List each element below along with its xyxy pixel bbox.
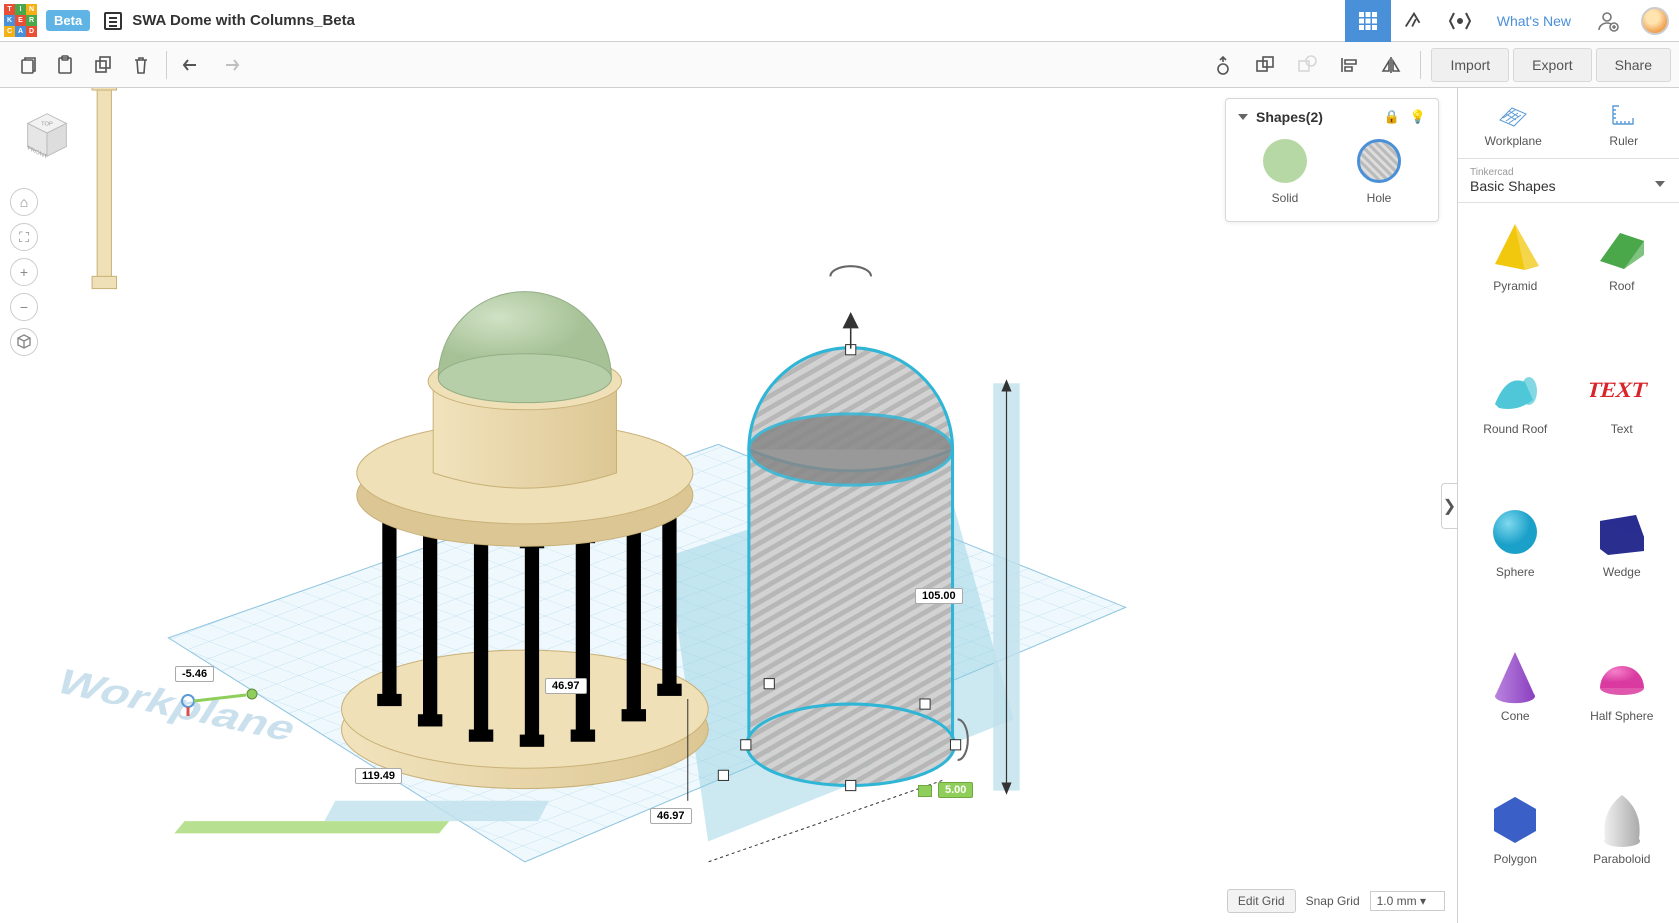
shapes-inspector-panel: Shapes(2) 🔒 💡 Solid Hole bbox=[1225, 98, 1439, 222]
bricks-mode-button[interactable] bbox=[1391, 0, 1437, 42]
import-button[interactable]: Import bbox=[1431, 48, 1509, 82]
axis-gizmo[interactable] bbox=[170, 684, 270, 718]
shape-polygon[interactable]: Polygon bbox=[1464, 786, 1567, 913]
axis-marker[interactable] bbox=[918, 785, 932, 797]
dim-offset-neg[interactable]: -5.46 bbox=[175, 666, 214, 682]
dim-width-bottom[interactable]: 46.97 bbox=[650, 808, 692, 824]
design-icon bbox=[104, 12, 122, 30]
dim-width-top[interactable]: 46.97 bbox=[545, 678, 587, 694]
project-title[interactable]: SWA Dome with Columns_Beta bbox=[132, 12, 355, 29]
topbar: TINKERCAD Beta SWA Dome with Columns_Bet… bbox=[0, 0, 1679, 42]
collapse-icon[interactable] bbox=[1238, 114, 1248, 120]
shape-sphere[interactable]: Sphere bbox=[1464, 499, 1567, 626]
shape-wedge[interactable]: Wedge bbox=[1571, 499, 1674, 626]
snap-grid-label: Snap Grid bbox=[1306, 894, 1360, 908]
dim-offset-x[interactable]: 119.49 bbox=[355, 768, 402, 784]
shape-roof[interactable]: Roof bbox=[1571, 213, 1674, 340]
ruler-icon bbox=[1609, 100, 1639, 128]
show-all-button[interactable] bbox=[1204, 46, 1242, 84]
workplane-icon bbox=[1496, 100, 1530, 128]
duplicate-button[interactable] bbox=[84, 46, 122, 84]
code-blocks-button[interactable] bbox=[1437, 0, 1483, 42]
mirror-button[interactable] bbox=[1372, 46, 1410, 84]
svg-text:TEXT: TEXT bbox=[1590, 377, 1650, 402]
dim-height[interactable]: 105.00 bbox=[915, 588, 963, 604]
snap-grid-select[interactable]: 1.0 mm ▾ bbox=[1370, 891, 1445, 911]
ruler-tool[interactable]: Ruler bbox=[1569, 88, 1679, 158]
inspector-title: Shapes(2) bbox=[1256, 109, 1323, 125]
tinkercad-logo[interactable]: TINKERCAD bbox=[0, 0, 42, 42]
shape-text[interactable]: TEXTText bbox=[1571, 356, 1674, 483]
edit-grid-button[interactable]: Edit Grid bbox=[1227, 889, 1296, 913]
undo-button[interactable] bbox=[173, 46, 211, 84]
lock-icon[interactable]: 🔒 bbox=[1384, 109, 1400, 125]
collapse-sidebar-button[interactable]: ❯ bbox=[1441, 483, 1457, 529]
canvas-3d-viewport[interactable]: TOP FRONT ⌂ ⛶ + − bbox=[0, 88, 1457, 923]
shape-cone[interactable]: Cone bbox=[1464, 643, 1567, 770]
delete-button[interactable] bbox=[122, 46, 160, 84]
share-button[interactable]: Share bbox=[1596, 48, 1671, 82]
shape-halfsphere[interactable]: Half Sphere bbox=[1571, 643, 1674, 770]
export-button[interactable]: Export bbox=[1513, 48, 1591, 82]
beta-badge: Beta bbox=[46, 10, 90, 31]
paste-button[interactable] bbox=[46, 46, 84, 84]
redo-button[interactable] bbox=[211, 46, 249, 84]
edit-toolbar: Import Export Share bbox=[0, 42, 1679, 88]
shape-category-select[interactable]: Tinkercad Basic Shapes bbox=[1458, 159, 1679, 203]
group-button[interactable] bbox=[1246, 46, 1284, 84]
user-avatar[interactable] bbox=[1641, 7, 1669, 35]
account-button[interactable] bbox=[1585, 0, 1631, 42]
shapes-sidebar: Workplane Ruler Tinkercad Basic Shapes P… bbox=[1457, 88, 1679, 923]
ungroup-button[interactable] bbox=[1288, 46, 1326, 84]
dim-offset-y[interactable]: 5.00 bbox=[938, 782, 973, 798]
shape-roundroof[interactable]: Round Roof bbox=[1464, 356, 1567, 483]
align-button[interactable] bbox=[1330, 46, 1368, 84]
lightbulb-icon[interactable]: 💡 bbox=[1410, 109, 1426, 125]
whats-new-link[interactable]: What's New bbox=[1483, 13, 1585, 29]
hole-option[interactable]: Hole bbox=[1357, 139, 1401, 205]
blocks-mode-button[interactable] bbox=[1345, 0, 1391, 42]
shape-pyramid[interactable]: Pyramid bbox=[1464, 213, 1567, 340]
workplane-tool[interactable]: Workplane bbox=[1458, 88, 1569, 158]
shape-paraboloid[interactable]: Paraboloid bbox=[1571, 786, 1674, 913]
copy-button[interactable] bbox=[8, 46, 46, 84]
solid-option[interactable]: Solid bbox=[1263, 139, 1307, 205]
